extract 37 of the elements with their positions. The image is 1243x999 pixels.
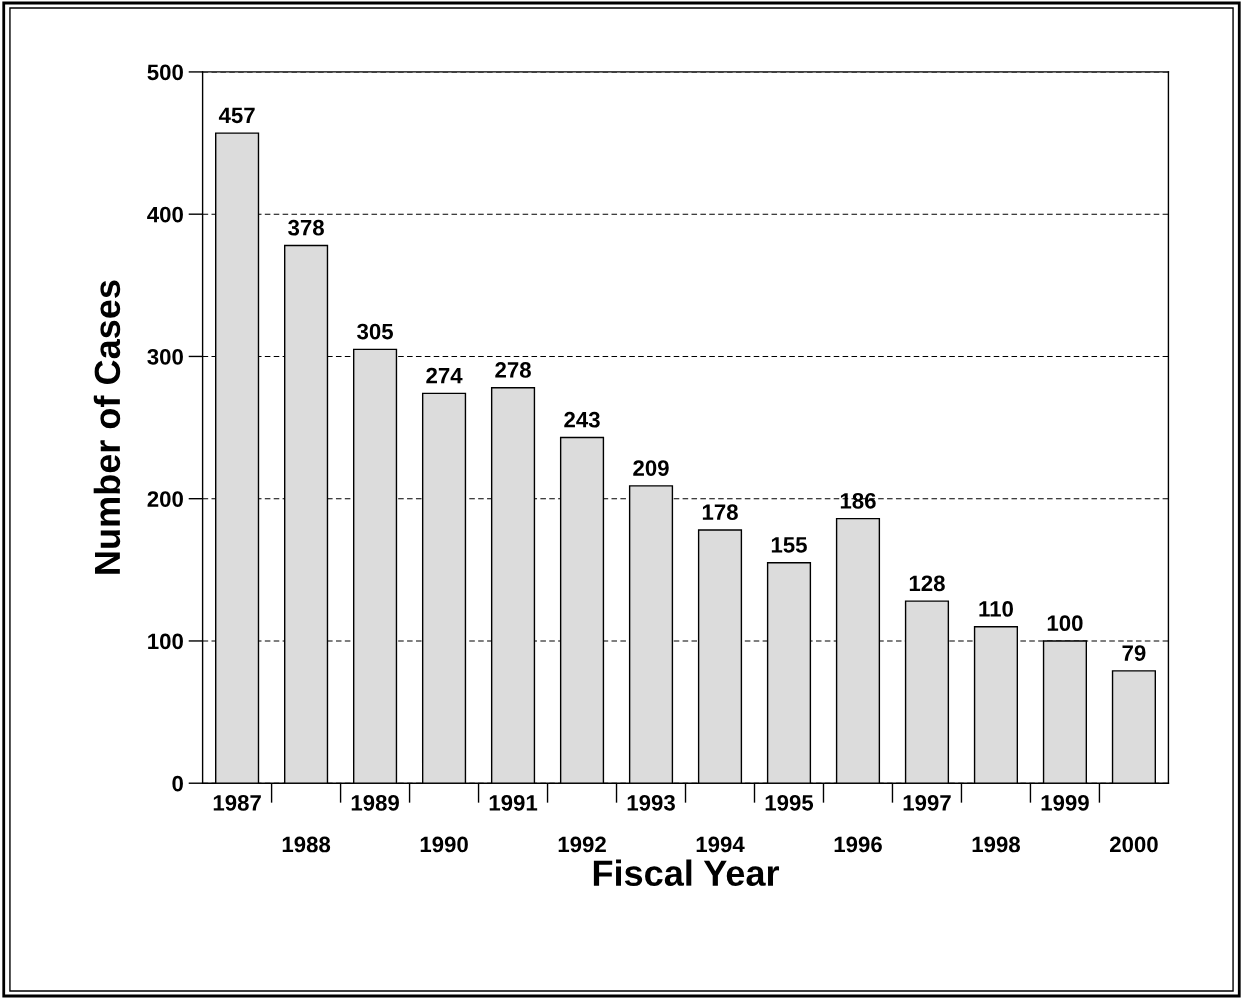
data-label: 243 (564, 411, 600, 428)
data-label: 155 (771, 537, 807, 553)
data-label: 128 (909, 575, 945, 592)
data-label: 305 (357, 323, 393, 340)
x-tick-label: 1991 (489, 794, 538, 811)
x-tick-label: 1993 (627, 794, 675, 811)
data-label: 457 (218, 107, 255, 124)
data-label: 278 (495, 362, 531, 378)
data-label: 100 (1047, 615, 1083, 632)
x-tick-label: 1989 (351, 794, 399, 811)
data-label: 110 (979, 601, 1013, 617)
x-tick-label: 1992 (558, 836, 606, 853)
x-tick-label: 1995 (765, 794, 814, 811)
x-tick-label: 1988 (282, 836, 331, 853)
data-label: 378 (288, 219, 324, 236)
x-tick-label: 1998 (972, 836, 1020, 853)
y-tick-label: 400 (147, 206, 183, 223)
x-tick-label: 1999 (1041, 794, 1089, 811)
y-tick-label: 0 (172, 775, 183, 792)
data-label: 178 (702, 504, 738, 521)
bar (1111, 670, 1157, 784)
data-label: 274 (426, 367, 463, 384)
y-tick-label: 300 (147, 348, 183, 365)
x-tick-label: 1987 (213, 794, 261, 811)
x-tick-label: 1990 (420, 836, 468, 853)
y-tick-label: 500 (147, 64, 183, 81)
y-tick-label: 200 (147, 491, 183, 507)
data-label: 186 (840, 492, 876, 509)
x-axis-title: Fiscal Year (593, 859, 780, 887)
x-tick-label: 2000 (1109, 836, 1158, 853)
x-tick-label: 1997 (903, 794, 951, 811)
x-tick-label: 1996 (834, 836, 882, 853)
y-axis-title: Number of Cases (93, 280, 121, 574)
x-tick-label: 1994 (696, 836, 745, 853)
data-label: 209 (633, 460, 669, 476)
y-tick-label: 100 (148, 633, 183, 650)
data-label: 79 (1122, 645, 1146, 661)
